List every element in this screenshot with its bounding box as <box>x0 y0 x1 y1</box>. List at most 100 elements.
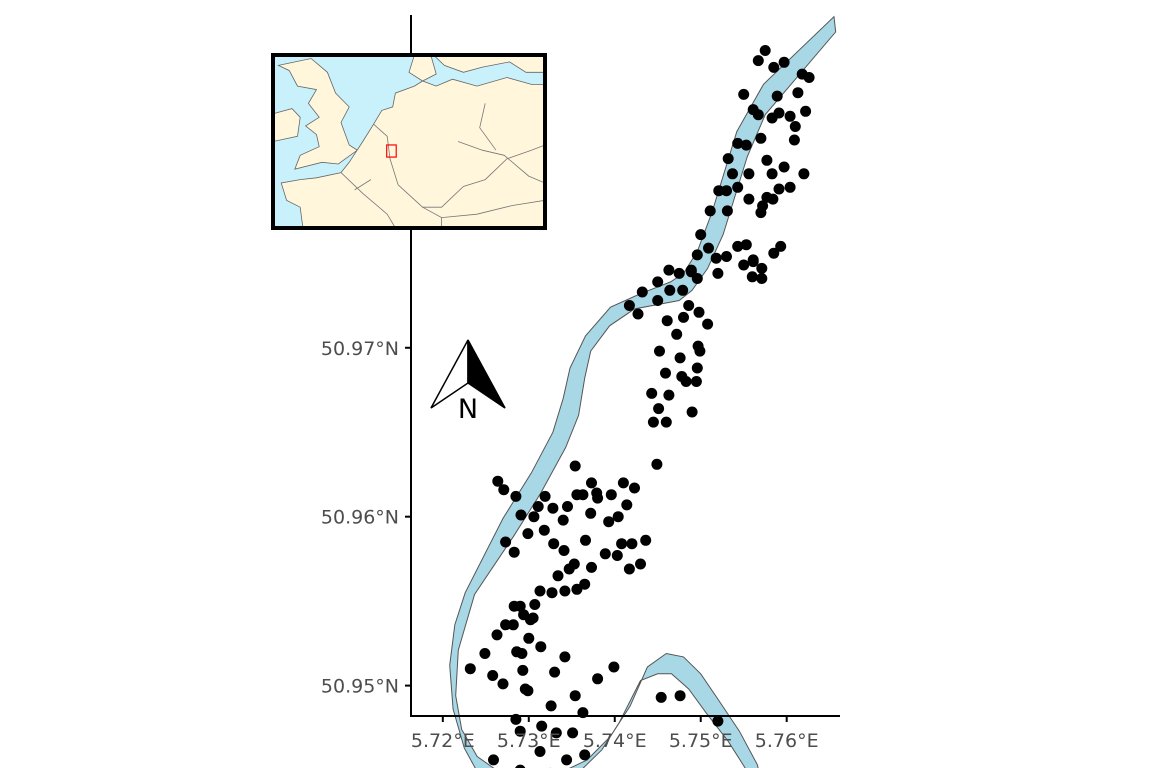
sample-point <box>773 183 785 195</box>
sample-point <box>585 507 597 519</box>
sample-point <box>500 619 512 631</box>
x-tick-label: 5.74°E <box>583 730 647 752</box>
x-tick-label: 5.76°E <box>755 730 819 752</box>
sample-point <box>571 489 583 501</box>
sample-point <box>756 262 768 274</box>
inset-border-line <box>479 103 497 151</box>
inset-land-great-britain <box>277 58 359 170</box>
sample-point <box>678 311 689 323</box>
sample-point <box>652 276 664 288</box>
inset-border-line <box>373 123 399 185</box>
sample-point <box>646 387 658 399</box>
sample-point <box>775 240 787 252</box>
sample-point <box>549 666 561 678</box>
sample-point <box>539 490 551 502</box>
sample-point <box>586 477 597 489</box>
sample-point <box>788 134 800 146</box>
sample-point <box>773 107 785 119</box>
sample-point <box>508 600 520 612</box>
inset-land-continent <box>280 77 545 228</box>
sample-point <box>605 489 617 501</box>
sample-point <box>654 345 665 357</box>
sample-point <box>569 690 581 702</box>
sample-point <box>673 267 685 279</box>
inset-land <box>273 55 545 228</box>
sample-point <box>623 300 635 311</box>
sample-point <box>798 168 810 180</box>
sample-point <box>559 651 571 663</box>
sample-point <box>692 340 704 352</box>
inset-frame <box>271 53 547 230</box>
inset-land-jutland <box>408 55 437 82</box>
sample-point <box>516 648 528 659</box>
sample-point <box>636 286 648 298</box>
sample-point <box>685 264 697 276</box>
sample-point <box>534 585 546 597</box>
sample-point <box>727 168 738 180</box>
sample-point <box>632 308 644 320</box>
sample-point <box>491 629 503 641</box>
sample-point <box>702 318 714 330</box>
sample-point <box>767 193 779 205</box>
sample-point <box>652 295 664 306</box>
sample-point <box>603 516 615 528</box>
sample-point <box>768 61 780 73</box>
sample-point <box>623 563 635 575</box>
sample-point <box>535 641 547 653</box>
sample-point <box>492 475 504 487</box>
sample-point <box>548 538 560 550</box>
sample-point <box>527 612 539 624</box>
sample-point <box>561 754 573 766</box>
sample-point <box>691 362 703 374</box>
sample-point <box>640 534 652 546</box>
sample-point <box>579 749 591 761</box>
sample-point <box>683 300 695 311</box>
inset-land-scandinavia <box>432 55 545 73</box>
sample-point <box>663 389 675 401</box>
points-layer <box>464 45 815 768</box>
sample-point <box>514 725 526 737</box>
sample-point <box>563 563 575 575</box>
sample-point <box>532 501 544 512</box>
sample-point <box>522 685 534 697</box>
sample-point <box>803 72 815 83</box>
y-tick-label: 50.95°N <box>321 676 399 698</box>
sample-point <box>557 514 569 526</box>
sample-point <box>529 599 541 610</box>
sample-point <box>580 534 591 546</box>
sample-point <box>712 267 724 279</box>
sample-point <box>674 352 686 364</box>
sample-point <box>559 585 571 597</box>
sample-point <box>635 558 646 570</box>
sample-point <box>713 185 725 197</box>
sample-point <box>510 490 522 502</box>
sample-point <box>740 139 752 151</box>
sample-point <box>738 259 750 271</box>
sample-point <box>518 609 530 621</box>
sample-point <box>663 264 675 276</box>
sample-point <box>546 587 558 599</box>
sample-point <box>680 376 692 387</box>
inset-border-line <box>422 199 545 219</box>
sample-point <box>508 546 520 558</box>
sample-point <box>732 240 744 252</box>
sample-point <box>768 247 780 259</box>
sample-point <box>695 229 707 241</box>
north-arrow: N <box>430 339 506 425</box>
sample-point <box>488 754 499 766</box>
sample-point <box>674 690 686 702</box>
sample-point <box>498 484 510 496</box>
sample-point <box>522 528 534 540</box>
sample-point <box>771 90 783 102</box>
inset-land-ireland <box>273 108 301 142</box>
river-layer <box>449 15 837 768</box>
sample-point <box>732 181 744 193</box>
sample-point <box>704 205 716 217</box>
sample-point <box>552 570 564 582</box>
sample-point <box>547 502 559 514</box>
sample-point <box>691 273 703 284</box>
sample-point <box>761 154 773 166</box>
sample-point <box>721 185 732 197</box>
sample-point <box>800 105 812 117</box>
sample-point <box>693 306 705 318</box>
